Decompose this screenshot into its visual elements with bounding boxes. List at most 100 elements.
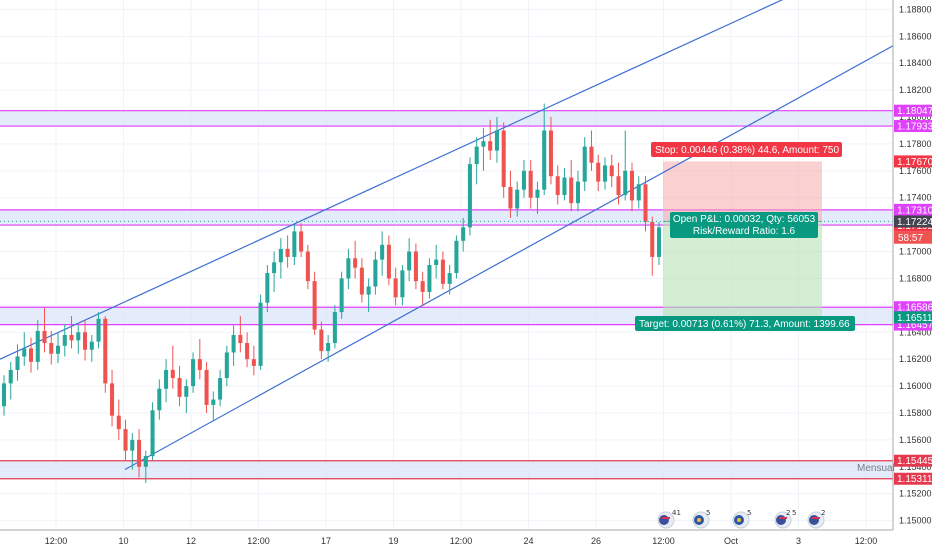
candle-body <box>218 377 223 400</box>
countdown-text: 58:57 <box>898 233 923 244</box>
lower-zone-bottom-tag-text: 1.16457 <box>897 320 932 331</box>
stop-label-box: Stop: 0.00446 (0.38%) 44.6, Amount: 750 <box>651 142 842 157</box>
time-tick-label: 17 <box>321 536 331 546</box>
candle-body <box>346 258 351 279</box>
svg-text:5: 5 <box>747 509 751 517</box>
monthly-zone-label: Mensual <box>857 463 895 474</box>
svg-text:5: 5 <box>792 509 796 517</box>
price-tick-label: 1.18000 <box>899 112 932 122</box>
candle-body <box>116 415 121 430</box>
candle-body <box>137 439 142 467</box>
event-flag-icon[interactable]: 5 <box>732 509 751 529</box>
candle-body <box>15 356 20 370</box>
candle-body <box>299 231 304 252</box>
price-tick-label: 1.15000 <box>899 516 932 526</box>
price-tick-label: 1.18600 <box>899 31 932 41</box>
candle-body <box>8 369 13 384</box>
candle-body <box>170 369 175 378</box>
candle-body <box>245 343 250 360</box>
candle-body <box>89 341 94 350</box>
candle-body <box>130 439 135 451</box>
monthly-zone[interactable] <box>0 460 893 479</box>
candle-body <box>339 278 344 313</box>
svg-text:2: 2 <box>821 509 825 517</box>
monthly-zone-top-tag-text: 1.15445 <box>897 456 932 467</box>
candle-body <box>76 332 81 341</box>
current-price-tag-text: 1.17224 <box>897 217 932 228</box>
candle-body <box>440 259 445 284</box>
top-zone[interactable] <box>0 110 893 127</box>
position-tool[interactable] <box>663 161 822 318</box>
candle-body <box>656 227 662 257</box>
price-tick-label: 1.15600 <box>899 435 932 445</box>
candle-body <box>123 429 128 451</box>
candle-body <box>224 352 229 378</box>
price-tick-label: 1.18800 <box>899 4 932 14</box>
time-tick-label: 12 <box>186 536 196 546</box>
mid-zone-top-tag: 1.17310 <box>894 203 932 216</box>
time-axis[interactable] <box>0 530 932 550</box>
candle-body <box>83 332 88 350</box>
price-tick-label: 1.17000 <box>899 247 932 257</box>
candle-body <box>35 330 40 362</box>
monthly-zone-bottom-tag-text: 1.15311 <box>897 474 932 485</box>
pnl-label: Open P&L: 0.00032, Qty: 56053 <box>673 214 816 225</box>
event-flag-icon[interactable]: 2 5 <box>774 509 796 529</box>
candle-body <box>42 330 47 344</box>
candle-body <box>650 221 655 257</box>
candle-body <box>609 165 614 177</box>
candle-body <box>326 343 331 352</box>
candle-body <box>427 265 432 292</box>
candle-body <box>555 176 560 196</box>
candle-body <box>474 146 479 165</box>
channel-upper-line[interactable] <box>0 0 893 360</box>
price-tick-label: 1.18400 <box>899 58 932 68</box>
event-flag-icon[interactable]: 41 <box>657 509 681 529</box>
price-axis-markers: 1.180471.179331.173101.171971.165861.164… <box>894 104 932 485</box>
trend-channel[interactable] <box>0 0 894 470</box>
target-label-box: Target: 0.00713 (0.61%) 71.3, Amount: 13… <box>635 316 855 331</box>
candle-body <box>55 345 61 354</box>
candle-body <box>278 248 283 263</box>
time-tick-label: 24 <box>523 536 533 546</box>
candle-body <box>481 141 486 147</box>
event-flag-icon[interactable]: 2 <box>807 509 825 529</box>
svg-text:2: 2 <box>786 509 790 517</box>
candle-body <box>1 383 7 407</box>
candle-body <box>285 248 290 257</box>
candle-body <box>191 359 196 387</box>
candle-body <box>332 312 337 344</box>
top-zone-bottom-tag: 1.17933 <box>894 120 932 133</box>
candle-body <box>272 262 277 274</box>
time-tick-label: 10 <box>118 536 128 546</box>
stop-price-tag-text: 1.17670 <box>897 157 932 168</box>
candle-body <box>407 251 412 271</box>
svg-text:5: 5 <box>706 509 710 517</box>
candle-body <box>359 267 364 295</box>
candle-body <box>548 130 553 177</box>
target-price-tag: 1.16511 <box>894 311 932 324</box>
candle-body <box>157 388 162 411</box>
candle-body <box>69 334 74 341</box>
candle-body <box>386 244 391 279</box>
channel-lower-line[interactable] <box>124 45 894 470</box>
risk-reward-label: Risk/Reward Ratio: 1.6 <box>693 226 796 237</box>
candle-body <box>623 170 628 196</box>
economic-events[interactable]: 41 5 5 2 5 2 <box>657 509 825 529</box>
lower-zone-top-tag-text: 1.16586 <box>897 303 932 314</box>
time-tick-label: 12:00 <box>247 536 270 546</box>
candle-body <box>62 334 67 346</box>
price-tick-label: 1.16800 <box>899 273 932 283</box>
price-tick-label: 1.18200 <box>899 85 932 95</box>
time-tick-label: 19 <box>388 536 398 546</box>
price-tick-label: 1.17400 <box>899 193 932 203</box>
candle-body <box>602 165 608 182</box>
candle-body <box>562 177 567 196</box>
time-tick-label: 12:00 <box>45 536 68 546</box>
event-flag-icon[interactable]: 5 <box>692 509 710 529</box>
candle-body <box>535 189 540 198</box>
candle-body <box>447 273 452 284</box>
risk-area[interactable] <box>663 161 822 222</box>
candle-body <box>413 251 418 282</box>
